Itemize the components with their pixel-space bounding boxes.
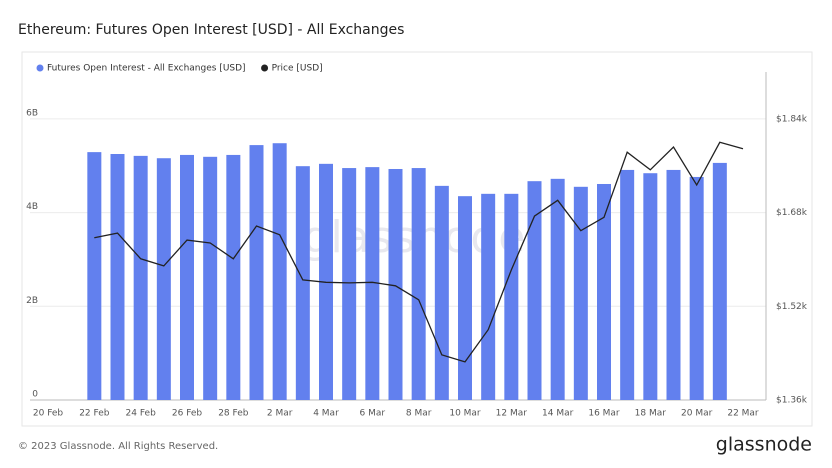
x-tick-label: 28 Feb	[218, 409, 249, 419]
bar	[342, 168, 357, 400]
x-tick-label: 12 Mar	[496, 409, 528, 419]
x-tick-label: 24 Feb	[126, 409, 157, 419]
bar	[272, 143, 287, 401]
y2-tick-label: $1.68k	[776, 208, 808, 218]
bar	[411, 168, 426, 400]
bar	[481, 193, 496, 400]
footer: © 2023 Glassnode. All Rights Reserved.	[18, 441, 218, 452]
x-tick-label: 14 Mar	[542, 409, 574, 419]
x-tick-label: 20 Feb	[33, 409, 64, 419]
x-tick-label: 26 Feb	[172, 409, 203, 419]
bar	[620, 169, 635, 400]
x-tick-label: 16 Mar	[588, 409, 620, 419]
bar	[597, 183, 611, 400]
bar	[458, 196, 472, 400]
x-tick-label: 4 Mar	[313, 409, 339, 419]
bar	[689, 176, 704, 400]
bar	[226, 154, 241, 400]
y-tick-label: 6B	[26, 108, 38, 118]
legend-label: Price [USD]	[272, 64, 323, 74]
bar	[133, 155, 148, 400]
y-tick-label: 4B	[26, 202, 38, 212]
bar	[666, 169, 681, 400]
x-tick-label: 6 Mar	[360, 409, 386, 419]
bar	[249, 145, 264, 400]
bar	[527, 181, 542, 400]
bar	[434, 185, 449, 400]
bar	[550, 178, 565, 400]
bar	[643, 173, 658, 400]
brand-logo: glassnode	[716, 434, 812, 456]
x-tick-label: 18 Mar	[635, 409, 667, 419]
bar	[388, 168, 403, 400]
legend-label: Futures Open Interest - All Exchanges [U…	[47, 64, 246, 74]
bar	[156, 158, 171, 400]
bar	[712, 162, 727, 400]
x-tick-label: 22 Mar	[727, 409, 759, 419]
x-tick-label: 20 Mar	[681, 409, 713, 419]
legend-marker	[36, 64, 44, 72]
x-tick-label: 2 Mar	[267, 409, 293, 419]
chart-title: Ethereum: Futures Open Interest [USD] - …	[18, 22, 404, 38]
bar	[573, 186, 588, 400]
bar	[365, 167, 380, 400]
chart-frame	[21, 51, 813, 427]
x-tick-label: 10 Mar	[449, 409, 481, 419]
y-tick-label: 0	[32, 390, 38, 400]
bar	[87, 152, 102, 400]
price-line	[94, 141, 744, 363]
y2-tick-label: $1.36k	[776, 396, 808, 406]
y2-tick-label: $1.84k	[776, 114, 808, 124]
legend-marker	[261, 64, 269, 72]
bar	[110, 154, 125, 400]
y-tick-label: 2B	[26, 296, 38, 306]
x-tick-label: 22 Feb	[79, 409, 110, 419]
x-tick-label: 8 Mar	[406, 409, 432, 419]
bar	[180, 154, 194, 400]
bar	[295, 166, 310, 400]
y2-tick-label: $1.52k	[776, 302, 808, 312]
bar	[203, 156, 218, 400]
bar	[504, 193, 519, 400]
